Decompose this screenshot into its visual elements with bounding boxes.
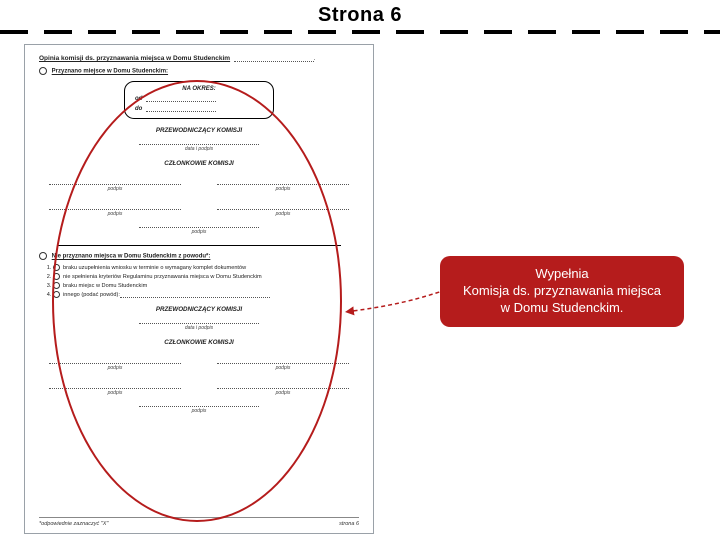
form-footer: *odpowiednie zaznaczyć "X" strona 6 <box>39 517 359 527</box>
members-sig-cap-extra-1: podpis <box>39 229 359 235</box>
reason-text: innego (podać powód): <box>63 292 120 298</box>
chair-sig-cap-1: data i podpis <box>39 146 359 152</box>
reason-blank <box>120 297 270 298</box>
sig-cap: podpis <box>49 365 181 371</box>
granted-text: Przyznano miejsce w Domu Studenckim: <box>52 69 168 75</box>
page-number: strona 6 <box>339 521 359 527</box>
sig-cap: podpis <box>49 211 181 217</box>
members-label-1: CZŁONKOWIE KOMISJI <box>39 160 359 167</box>
sig-col: podpis <box>49 202 181 217</box>
stage: Opinia komisji ds. przyznawania miejsca … <box>0 40 720 540</box>
chair-sig-line-2 <box>139 323 259 324</box>
page-title: Strona 6 <box>0 0 720 27</box>
chair-label-1: PRZEWODNICZĄCY KOMISJI <box>39 127 359 134</box>
reason-text: nie spełnienia kryteriów Regulaminu przy… <box>63 274 262 280</box>
sig-cap: podpis <box>217 211 349 217</box>
sig-col: podpis <box>49 356 181 371</box>
reasons-list: braku uzupełnienia wniosku w terminie o … <box>53 264 359 298</box>
members-sig-row-2a: podpis podpis <box>49 356 349 371</box>
period-from-blank <box>146 101 216 102</box>
divider-rule <box>57 245 341 246</box>
sig-cap: podpis <box>49 390 181 396</box>
not-granted-text: Nie przyznano miejsca w Domu Studenckim … <box>52 254 211 260</box>
sig-cap: podpis <box>217 390 349 396</box>
period-to-blank <box>146 111 216 112</box>
sig-col: podpis <box>49 381 181 396</box>
members-sig-row-1b: podpis podpis <box>49 202 349 217</box>
reason-item: braku miejsc w Domu Studenckim <box>53 282 359 289</box>
members-sig-line-extra-2 <box>139 406 259 407</box>
reason-checkbox[interactable] <box>53 291 60 298</box>
chair-sig-line-1 <box>139 144 259 145</box>
members-sig-line-extra-1 <box>139 227 259 228</box>
reason-text: braku miejsc w Domu Studenckim <box>63 283 147 289</box>
period-from: od <box>135 96 263 102</box>
dashed-rule <box>0 30 720 34</box>
granted-row: Przyznano miejsce w Domu Studenckim: <box>39 67 359 75</box>
members-sig-row-1a: podpis podpis <box>49 177 349 192</box>
sig-col: podpis <box>217 177 349 192</box>
reason-checkbox[interactable] <box>53 264 60 271</box>
granted-checkbox[interactable] <box>39 67 47 75</box>
reason-item: braku uzupełnienia wniosku w terminie o … <box>53 264 359 271</box>
callout-line-1: Wypełnia <box>452 266 672 283</box>
not-granted-checkbox[interactable] <box>39 252 47 260</box>
reason-item: innego (podać powód): <box>53 291 359 298</box>
members-label-2: CZŁONKOWIE KOMISJI <box>39 339 359 346</box>
sig-cap: podpis <box>217 186 349 192</box>
period-to: do <box>135 106 263 112</box>
reason-checkbox[interactable] <box>53 282 60 289</box>
callout-line-2: Komisja ds. przyznawania miejsca <box>452 283 672 300</box>
period-header: NA OKRES: <box>135 86 263 92</box>
period-box: NA OKRES: od do <box>124 81 274 119</box>
members-sig-row-2b: podpis podpis <box>49 381 349 396</box>
sig-cap: podpis <box>49 186 181 192</box>
sig-col: podpis <box>217 202 349 217</box>
period-from-label: od <box>135 96 142 102</box>
section-title: Opinia komisji ds. przyznawania miejsca … <box>39 55 359 62</box>
chair-sig-cap-2: data i podpis <box>39 325 359 331</box>
chair-label-2: PRZEWODNICZĄCY KOMISJI <box>39 306 359 313</box>
form-page: Opinia komisji ds. przyznawania miejsca … <box>24 44 374 534</box>
sig-col: podpis <box>217 381 349 396</box>
title-blank-line <box>232 56 314 62</box>
callout: Wypełnia Komisja ds. przyznawania miejsc… <box>440 256 684 327</box>
callout-line-3: w Domu Studenckim. <box>452 300 672 317</box>
reason-checkbox[interactable] <box>53 273 60 280</box>
not-granted-row: Nie przyznano miejsca w Domu Studenckim … <box>39 252 359 260</box>
period-to-label: do <box>135 106 142 112</box>
reason-text: braku uzupełnienia wniosku w terminie o … <box>63 265 246 271</box>
members-sig-cap-extra-2: podpis <box>39 408 359 414</box>
sig-col: podpis <box>217 356 349 371</box>
reason-item: nie spełnienia kryteriów Regulaminu przy… <box>53 273 359 280</box>
footnote: *odpowiednie zaznaczyć "X" <box>39 521 108 527</box>
sig-cap: podpis <box>217 365 349 371</box>
section-title-text: Opinia komisji ds. przyznawania miejsca … <box>39 55 230 62</box>
sig-col: podpis <box>49 177 181 192</box>
